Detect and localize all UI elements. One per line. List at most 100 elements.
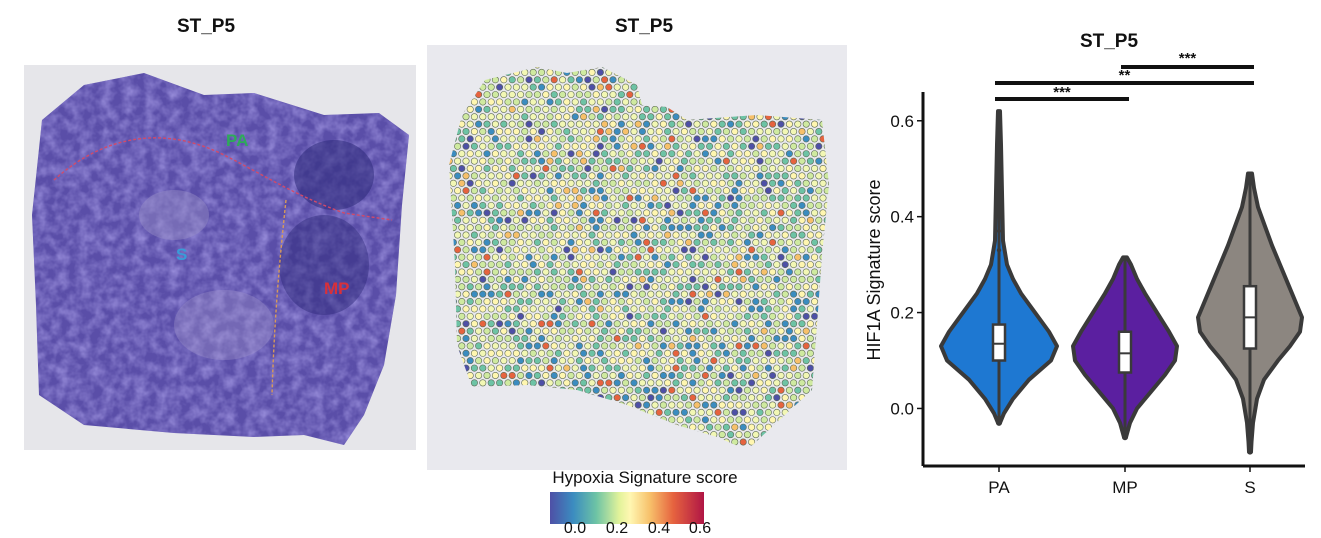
spot	[517, 150, 525, 158]
spot	[634, 371, 642, 379]
spot	[487, 157, 495, 165]
significance-label: **	[1119, 67, 1131, 84]
spot	[609, 283, 617, 291]
spot	[521, 305, 529, 313]
spot	[806, 423, 814, 431]
spot	[827, 91, 829, 99]
spot	[504, 187, 512, 195]
spot	[664, 290, 672, 298]
spot	[567, 67, 575, 69]
spot	[462, 83, 470, 91]
spot	[845, 328, 847, 334]
spot	[592, 253, 600, 261]
spot	[664, 335, 672, 343]
spot	[760, 327, 768, 335]
spot	[487, 172, 495, 180]
spot	[458, 312, 466, 320]
spot	[491, 164, 499, 172]
spot	[559, 342, 567, 350]
spot	[567, 238, 575, 246]
spot	[790, 68, 798, 76]
spot	[693, 416, 701, 424]
spot	[500, 386, 508, 394]
spot	[470, 68, 478, 76]
spot	[630, 83, 638, 91]
spot	[685, 386, 693, 394]
spot	[781, 113, 789, 121]
spot	[546, 142, 554, 150]
spot	[664, 98, 672, 106]
spot	[815, 98, 823, 106]
spot	[533, 179, 541, 187]
spot	[752, 209, 760, 217]
spot	[449, 379, 453, 387]
spot	[710, 312, 718, 320]
spot	[760, 67, 768, 69]
spot	[701, 179, 709, 187]
spot	[714, 261, 722, 269]
spot	[496, 290, 504, 298]
spot	[638, 335, 646, 343]
spot	[525, 135, 533, 143]
spot	[823, 438, 829, 446]
spot	[542, 371, 550, 379]
spot	[442, 91, 448, 97]
spot	[794, 327, 802, 335]
spot	[529, 438, 537, 446]
spot	[651, 268, 659, 276]
spot	[580, 231, 588, 239]
spot	[563, 423, 571, 431]
spot	[819, 283, 827, 291]
spot	[487, 290, 495, 298]
spot	[722, 423, 730, 431]
spot	[546, 438, 554, 446]
spot	[546, 275, 554, 283]
spot	[760, 431, 768, 439]
spot	[806, 394, 814, 402]
spot	[837, 62, 843, 68]
spot	[760, 120, 768, 128]
spot	[802, 120, 810, 128]
spot	[584, 342, 592, 350]
spot	[743, 357, 751, 365]
spot	[638, 201, 646, 209]
spot	[680, 68, 688, 76]
spot	[630, 231, 638, 239]
spot	[668, 298, 676, 306]
spot	[575, 120, 583, 128]
outlier-point	[996, 248, 1002, 253]
spot	[781, 320, 789, 328]
spot	[837, 77, 843, 83]
spot	[542, 327, 550, 335]
spot	[449, 408, 453, 416]
spot	[693, 371, 701, 379]
spot	[697, 364, 705, 372]
spot	[575, 209, 583, 217]
spot	[672, 246, 680, 254]
spot	[668, 67, 676, 69]
spot	[449, 150, 457, 158]
spot	[806, 261, 814, 269]
spot	[521, 83, 529, 91]
spot	[529, 216, 537, 224]
spot	[680, 379, 688, 387]
spot	[811, 386, 819, 394]
spot	[845, 151, 847, 157]
spot	[647, 394, 655, 402]
spot	[575, 135, 583, 143]
spot	[790, 142, 798, 150]
spot	[798, 379, 806, 387]
spot	[449, 401, 457, 409]
spot	[504, 290, 512, 298]
spot	[542, 342, 550, 350]
spot	[785, 224, 793, 232]
min-point	[1122, 434, 1128, 441]
spot	[634, 298, 642, 306]
spot	[769, 76, 777, 84]
spot	[798, 83, 806, 91]
spot	[680, 113, 688, 121]
spot	[592, 431, 600, 439]
spot	[504, 423, 512, 431]
spot	[760, 164, 768, 172]
spot	[449, 209, 457, 217]
